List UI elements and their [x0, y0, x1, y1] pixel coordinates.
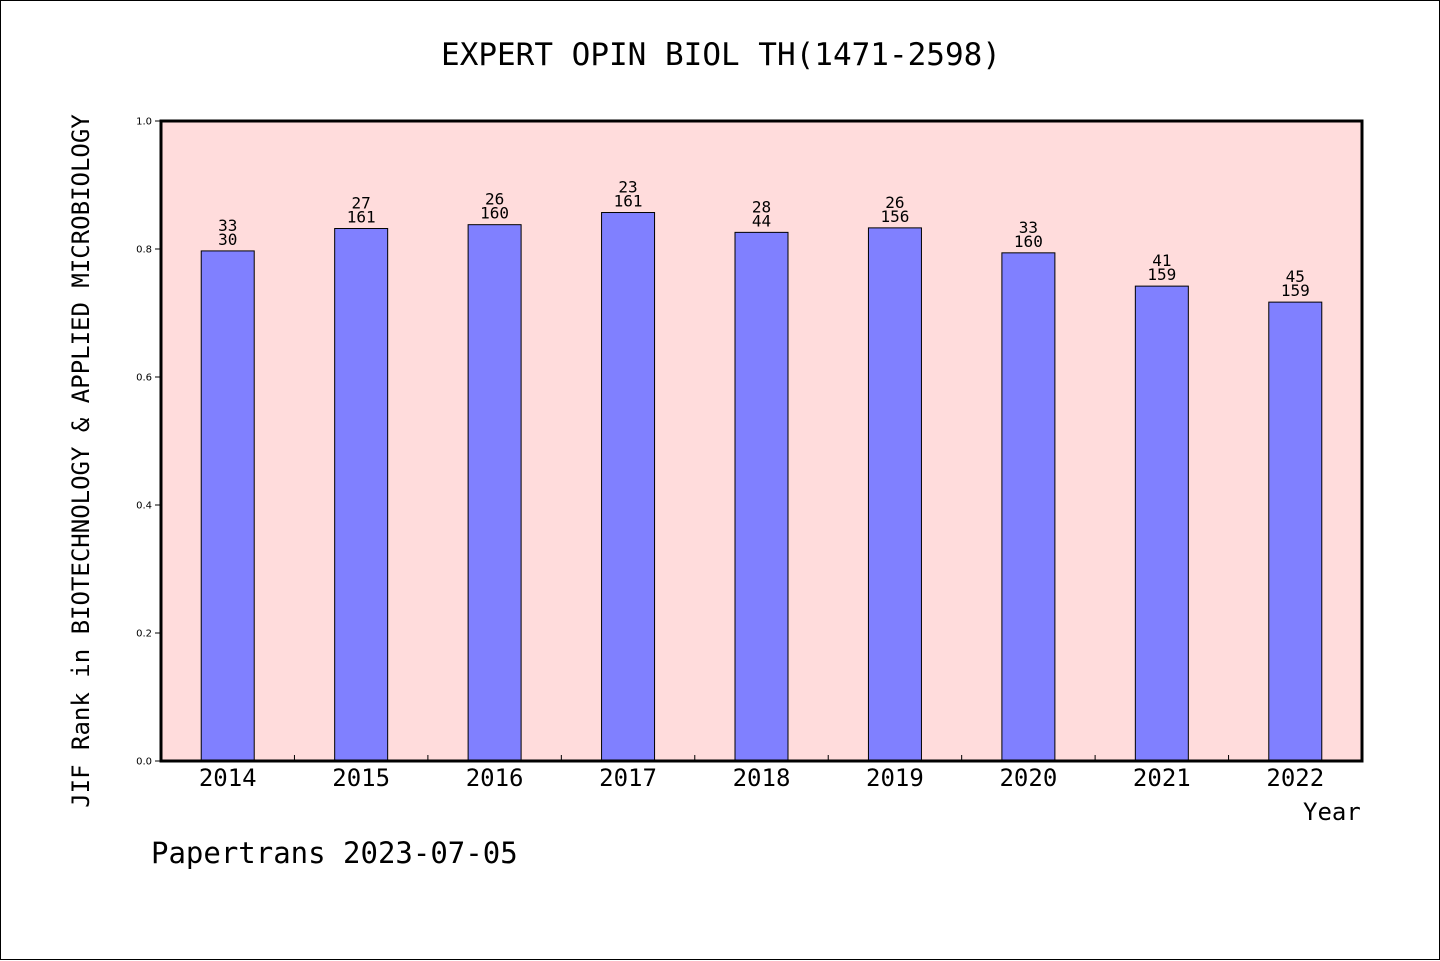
- y-tick-label-0.2: 0.2: [136, 629, 152, 640]
- bar-total-label-2014: 30: [218, 230, 237, 249]
- bar-2022: [1268, 301, 1323, 762]
- x-axis-label: Year: [1303, 798, 1361, 826]
- bar-2019: [867, 227, 922, 762]
- bar-rank-label-2022: 45: [1286, 267, 1305, 286]
- x-tick-label-2017: 2017: [599, 764, 657, 792]
- bar-2014: [200, 250, 255, 762]
- bar-2021: [1134, 285, 1189, 762]
- x-tick-label-2019: 2019: [866, 764, 924, 792]
- bar-2017: [601, 212, 656, 762]
- bar-2016: [467, 224, 522, 762]
- y-tick-label-0.6: 0.6: [136, 373, 152, 384]
- bar-rank-label-2018: 28: [752, 197, 771, 216]
- bar-group: [200, 212, 1323, 762]
- y-tick-label-1.0: 1.0: [136, 117, 152, 128]
- bar-rank-label-2019: 26: [885, 193, 904, 212]
- x-tick-label-2015: 2015: [332, 764, 390, 792]
- bar-total-label-2021: 159: [1147, 265, 1176, 284]
- x-tick-label-2016: 2016: [466, 764, 524, 792]
- bar-2015: [334, 228, 389, 762]
- x-axis: 2014 2015 2016 2017 2018 2019 2020 2021 2022: [199, 755, 1324, 792]
- bar-rank-label-2020: 33: [1019, 218, 1038, 237]
- x-tick-label-2022: 2022: [1266, 764, 1324, 792]
- x-tick-label-2014: 2014: [199, 764, 257, 792]
- plot-border: [159, 119, 1364, 763]
- x-tick-label-2021: 2021: [1133, 764, 1191, 792]
- bar-rank-label-2017: 23: [618, 178, 637, 197]
- bar-total-label-2015: 161: [347, 208, 376, 227]
- bar-2018: [734, 231, 789, 762]
- bar-total-label-2020: 160: [1014, 232, 1043, 251]
- bar-2020: [1001, 252, 1056, 762]
- bar-total-label-2018: 44: [752, 211, 771, 230]
- bar-total-label-2022: 159: [1281, 281, 1310, 300]
- y-tick-label-0.0: 0.0: [136, 757, 152, 768]
- chart-title: EXPERT OPIN BIOL TH(1471-2598): [441, 37, 1001, 73]
- footer-credit: Papertrans 2023-07-05: [151, 836, 518, 870]
- bar-total-label-2017: 161: [614, 192, 643, 211]
- bar-total-label-2016: 160: [480, 204, 509, 223]
- x-tick-label-2018: 2018: [733, 764, 791, 792]
- y-tick-label-0.8: 0.8: [136, 245, 152, 256]
- bar-rank-label-2015: 27: [352, 194, 371, 213]
- x-tick-label-2020: 2020: [999, 764, 1057, 792]
- bar-total-label-2019: 156: [880, 207, 909, 226]
- y-tick-label-0.4: 0.4: [136, 501, 152, 512]
- y-axis: 0.0 0.2 0.4 0.6 0.8 1.0: [136, 117, 161, 768]
- bar-rank-label-2014: 33: [218, 216, 237, 235]
- bar-rank-label-2021: 41: [1152, 251, 1171, 270]
- bar-rank-label-2016: 26: [485, 190, 504, 209]
